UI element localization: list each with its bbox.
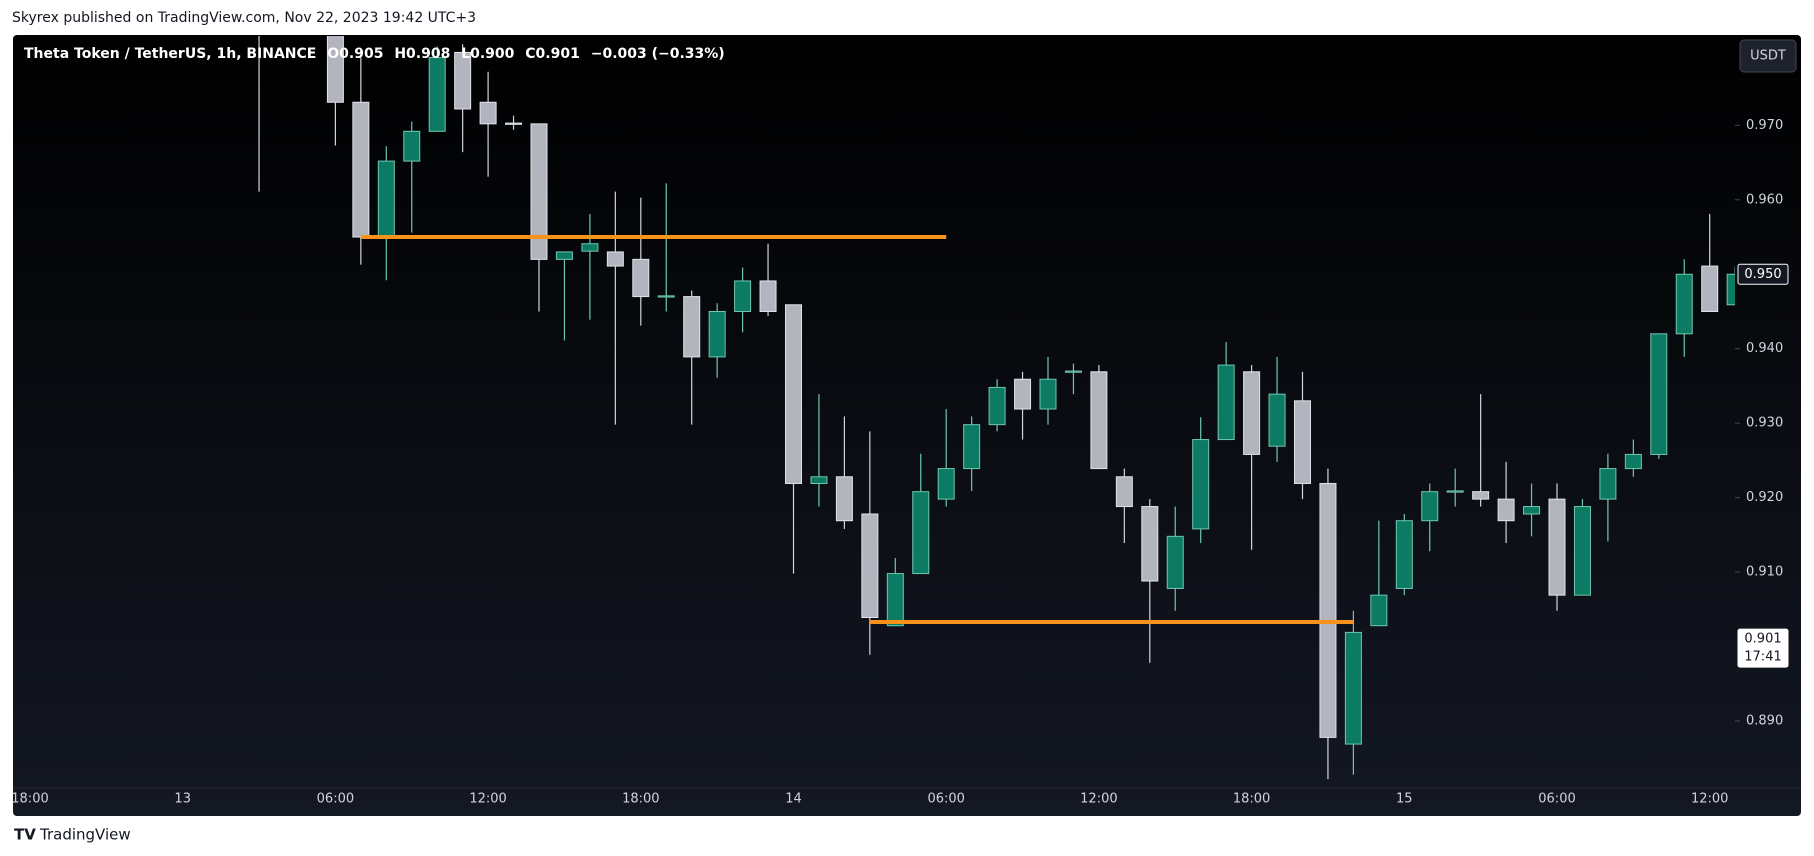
overlay: Theta Token / TetherUS, 1h, BINANCE O0.9… xyxy=(24,39,1797,73)
candle-body xyxy=(937,468,955,500)
candle-body xyxy=(1701,265,1719,312)
candle-body xyxy=(1344,631,1362,745)
candle-body xyxy=(1319,482,1337,738)
candle-body xyxy=(1446,490,1464,493)
ohlc-open: O0.905 xyxy=(327,46,383,62)
candle-body xyxy=(581,243,599,252)
brand-logo: TV xyxy=(14,826,36,844)
candle-body xyxy=(886,573,904,627)
plot xyxy=(258,36,1735,780)
candle-body xyxy=(1064,370,1082,373)
candle-body xyxy=(1548,498,1566,596)
candle-body xyxy=(1726,273,1735,306)
change: −0.003 (−0.33%) xyxy=(591,46,725,62)
candle-body xyxy=(1217,364,1235,441)
ohlc-low: L0.900 xyxy=(461,46,514,62)
candle-body xyxy=(1294,400,1311,484)
ohlc-close: C0.901 xyxy=(525,46,580,62)
candle-body xyxy=(759,280,777,312)
candle-body xyxy=(1268,393,1286,447)
x-tick-label: 12:00 xyxy=(1080,792,1117,807)
candle-body xyxy=(326,36,344,103)
price-label-box xyxy=(1737,628,1789,668)
candle-body xyxy=(810,476,828,484)
candle-body xyxy=(657,295,675,298)
y-tick-label: 0.890 xyxy=(1746,713,1783,728)
candle-body xyxy=(963,424,981,470)
currency-button[interactable] xyxy=(1739,39,1797,73)
candle-body xyxy=(352,101,370,238)
candle-body xyxy=(479,101,497,125)
price-label-box xyxy=(1737,263,1789,285)
x-tick-label: 14 xyxy=(785,792,802,807)
ohlc-high: H0.908 xyxy=(394,46,450,62)
candle-body xyxy=(1090,371,1108,470)
symbol: Theta Token / TetherUS, 1h, BINANCE xyxy=(24,46,316,62)
candle-body xyxy=(1370,594,1388,627)
x-tick-label: 12:00 xyxy=(1691,792,1728,807)
candle-body xyxy=(835,476,853,522)
candle-body xyxy=(1497,498,1515,522)
candle-body xyxy=(1650,333,1668,455)
candle-body xyxy=(454,51,472,110)
candle-body xyxy=(1166,535,1184,589)
price-label: 0.950 xyxy=(1744,267,1781,282)
y-tick-label: 0.970 xyxy=(1746,118,1783,133)
candle-body xyxy=(1599,468,1617,500)
candle-body xyxy=(1141,506,1159,582)
candle-body xyxy=(1573,506,1591,596)
candle-body xyxy=(988,386,1006,426)
y-tick-label: 0.940 xyxy=(1746,341,1783,356)
price-label-time: 17:41 xyxy=(1744,650,1781,665)
candle-body xyxy=(861,513,879,618)
candle-body xyxy=(785,304,802,484)
candle-body xyxy=(1624,453,1642,470)
header: Skyrex published on TradingView.com, Nov… xyxy=(12,10,476,26)
x-tick-label: 18:00 xyxy=(622,792,659,807)
brand-name: TradingView xyxy=(39,826,131,844)
x-tick-label: 06:00 xyxy=(927,792,964,807)
candle-body xyxy=(1115,476,1133,508)
candle-body xyxy=(708,310,726,358)
y-tick-label: 0.920 xyxy=(1746,490,1783,505)
currency[interactable]: USDT xyxy=(1750,49,1786,64)
candle-body xyxy=(1395,520,1413,589)
candle-body xyxy=(734,280,752,312)
candle-body xyxy=(1523,506,1541,515)
legend: Theta Token / TetherUS, 1h, BINANCE O0.9… xyxy=(24,46,725,62)
candle-body xyxy=(683,296,701,358)
candle-body xyxy=(1243,371,1261,455)
candle-body xyxy=(606,251,624,267)
x-tick-label: 12:00 xyxy=(469,792,506,807)
candle-body xyxy=(530,123,548,260)
candle-body xyxy=(1192,439,1210,530)
y-tick-label: 0.930 xyxy=(1746,416,1783,431)
candle-body xyxy=(1421,491,1439,522)
candle-body xyxy=(505,122,523,125)
x-tick-label: 06:00 xyxy=(317,792,354,807)
candle-body xyxy=(1039,378,1057,410)
y-tick-label: 0.910 xyxy=(1746,565,1783,580)
candle-body xyxy=(1472,491,1490,500)
x-tick-label: 13 xyxy=(174,792,191,807)
candle-body xyxy=(1675,273,1693,335)
x-tick-label: 15 xyxy=(1396,792,1413,807)
candle-body xyxy=(632,258,650,298)
x-tick-label: 18:00 xyxy=(1233,792,1270,807)
candle-body xyxy=(403,130,421,162)
candle-body xyxy=(1014,378,1032,410)
price-label: 0.901 xyxy=(1744,632,1781,647)
brand: TV TradingView xyxy=(14,826,131,844)
chart-frame xyxy=(13,35,1801,816)
x-tick-label: 06:00 xyxy=(1538,792,1575,807)
candle-body xyxy=(912,491,930,575)
candle-body xyxy=(377,160,395,238)
y-tick-label: 0.960 xyxy=(1746,192,1783,207)
candle-body xyxy=(428,57,446,132)
candle-body xyxy=(555,251,573,260)
x-tick-label: 18:00 xyxy=(11,792,48,807)
